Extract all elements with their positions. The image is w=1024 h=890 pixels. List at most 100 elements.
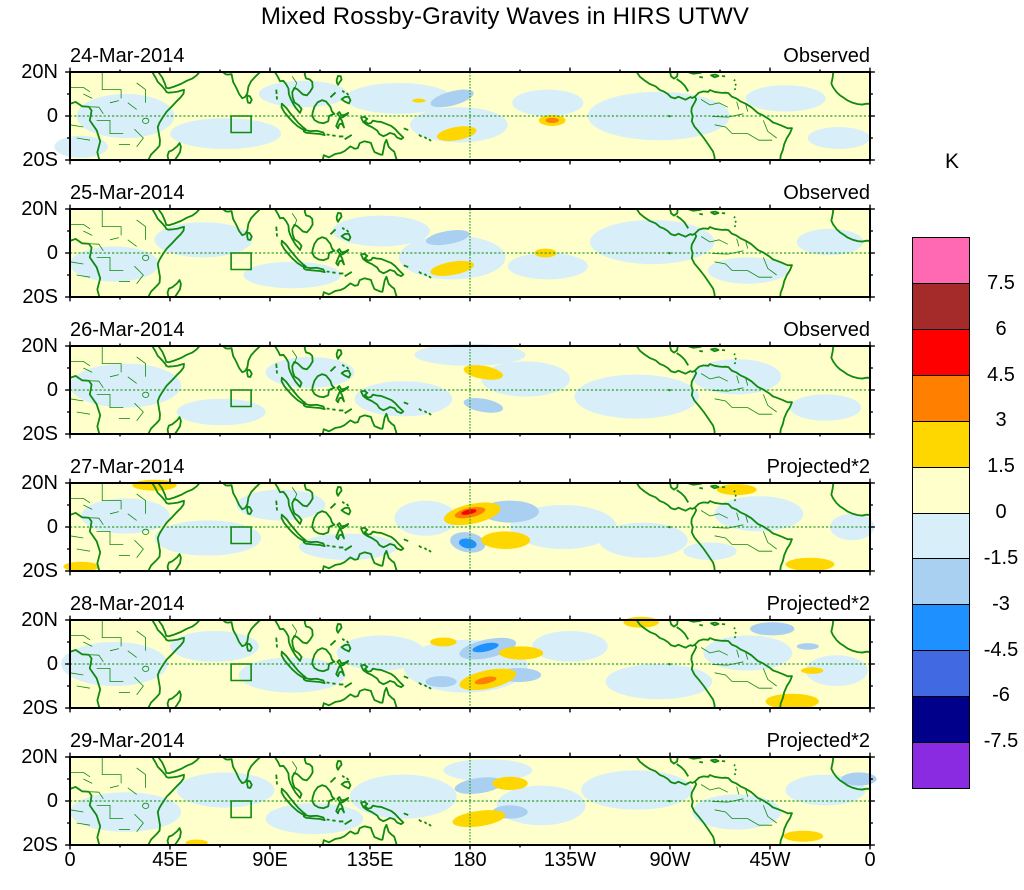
coastline <box>275 620 313 661</box>
anomaly-blob <box>481 361 570 397</box>
y-axis-tick-label: 20S <box>22 560 58 582</box>
country-border <box>110 375 119 377</box>
country-border <box>732 134 772 141</box>
country-border <box>712 799 743 802</box>
anomaly-blob <box>785 557 835 571</box>
country-border <box>137 357 146 377</box>
country-border <box>737 376 739 384</box>
panel-type-label: Projected*2 <box>766 730 870 752</box>
coastline <box>168 417 181 434</box>
country-border <box>715 125 733 134</box>
country-border <box>128 240 137 247</box>
colorbar-tick-label: -7.5 <box>983 730 1019 753</box>
country-border <box>70 224 90 228</box>
anomaly-blob <box>350 774 457 819</box>
coastline <box>668 757 736 802</box>
anomaly-blob <box>765 693 819 710</box>
region-box <box>231 253 251 270</box>
country-border <box>701 100 728 108</box>
x-axis-tick-label: 180 <box>453 849 487 871</box>
coastline <box>158 483 199 499</box>
country-border <box>712 251 743 254</box>
map-canvas <box>70 209 870 297</box>
panel-map <box>54 72 870 160</box>
country-border <box>128 651 137 658</box>
panel-date: 24-Mar-2014 <box>70 45 185 67</box>
y-axis-tick-label: 0 <box>46 242 58 264</box>
y-axis-tick-label: 0 <box>46 379 58 401</box>
anomaly-blob <box>345 83 453 114</box>
coastline <box>831 209 870 242</box>
country-border <box>90 518 103 525</box>
coastline <box>404 676 431 689</box>
country-border <box>746 789 748 797</box>
panel-date: 29-Mar-2014 <box>70 730 185 752</box>
country-border <box>732 545 772 552</box>
country-border <box>90 107 103 114</box>
panel-type-label: Observed <box>783 319 870 341</box>
coastline <box>304 815 325 820</box>
x-axis-tick-label: 90W <box>649 849 691 871</box>
coastline <box>404 402 431 415</box>
colorbar-tick-label: 1.5 <box>987 455 1015 478</box>
anomaly-blob <box>436 126 477 141</box>
anomaly-blob <box>154 520 262 556</box>
coastline <box>223 483 260 509</box>
coastline <box>312 511 334 534</box>
x-axis-tick-label: 90E <box>252 849 288 871</box>
coastline <box>361 802 403 824</box>
country-border <box>77 549 90 551</box>
y-axis-tick-label: 20S <box>22 697 58 719</box>
country-border <box>137 494 146 514</box>
country-border <box>763 120 776 138</box>
country-border <box>763 531 776 549</box>
coastline <box>275 209 313 250</box>
colorbar-tick-label: 4.5 <box>987 363 1015 386</box>
anomaly-blob <box>176 398 266 426</box>
country-border <box>90 381 103 388</box>
coastline <box>158 72 199 88</box>
coastline <box>148 757 184 845</box>
country-border <box>763 668 776 686</box>
country-border <box>110 649 119 651</box>
coastline <box>330 213 350 241</box>
country-border <box>712 525 743 528</box>
coastline <box>304 267 325 272</box>
anomaly-blob <box>796 228 864 256</box>
coastline <box>158 346 199 362</box>
country-border <box>715 399 733 408</box>
panel-type-label: Projected*2 <box>766 456 870 478</box>
coastline <box>330 624 350 652</box>
country-border <box>134 403 143 421</box>
country-border <box>102 346 121 372</box>
country-border <box>701 237 728 245</box>
panel-header: 26-Mar-2014 Observed <box>70 319 870 345</box>
coastline <box>668 72 736 117</box>
coastline <box>695 638 792 708</box>
anomaly-blob <box>512 89 584 116</box>
coastline <box>223 209 260 235</box>
coastline <box>70 102 100 160</box>
anomaly-blob <box>463 398 504 413</box>
anomaly-blob <box>452 810 506 828</box>
colorbar-cell <box>913 697 969 744</box>
coastline <box>404 265 431 278</box>
country-border <box>134 266 143 284</box>
coastline <box>323 688 397 708</box>
colorbar-cell <box>913 651 969 698</box>
country-border <box>737 787 739 795</box>
coastline <box>276 501 277 511</box>
coastline <box>330 350 350 378</box>
anomaly-blob <box>472 642 499 653</box>
country-border <box>77 275 90 277</box>
anomaly-blob <box>412 98 426 103</box>
coastline <box>70 650 100 708</box>
country-border <box>137 220 146 240</box>
anomaly-blob <box>430 89 474 108</box>
country-border <box>70 673 83 675</box>
y-axis-tick-label: 20N <box>21 335 58 357</box>
country-border <box>134 677 143 695</box>
coastline <box>831 72 870 105</box>
coastline <box>404 813 431 826</box>
anomaly-blob <box>398 235 506 280</box>
